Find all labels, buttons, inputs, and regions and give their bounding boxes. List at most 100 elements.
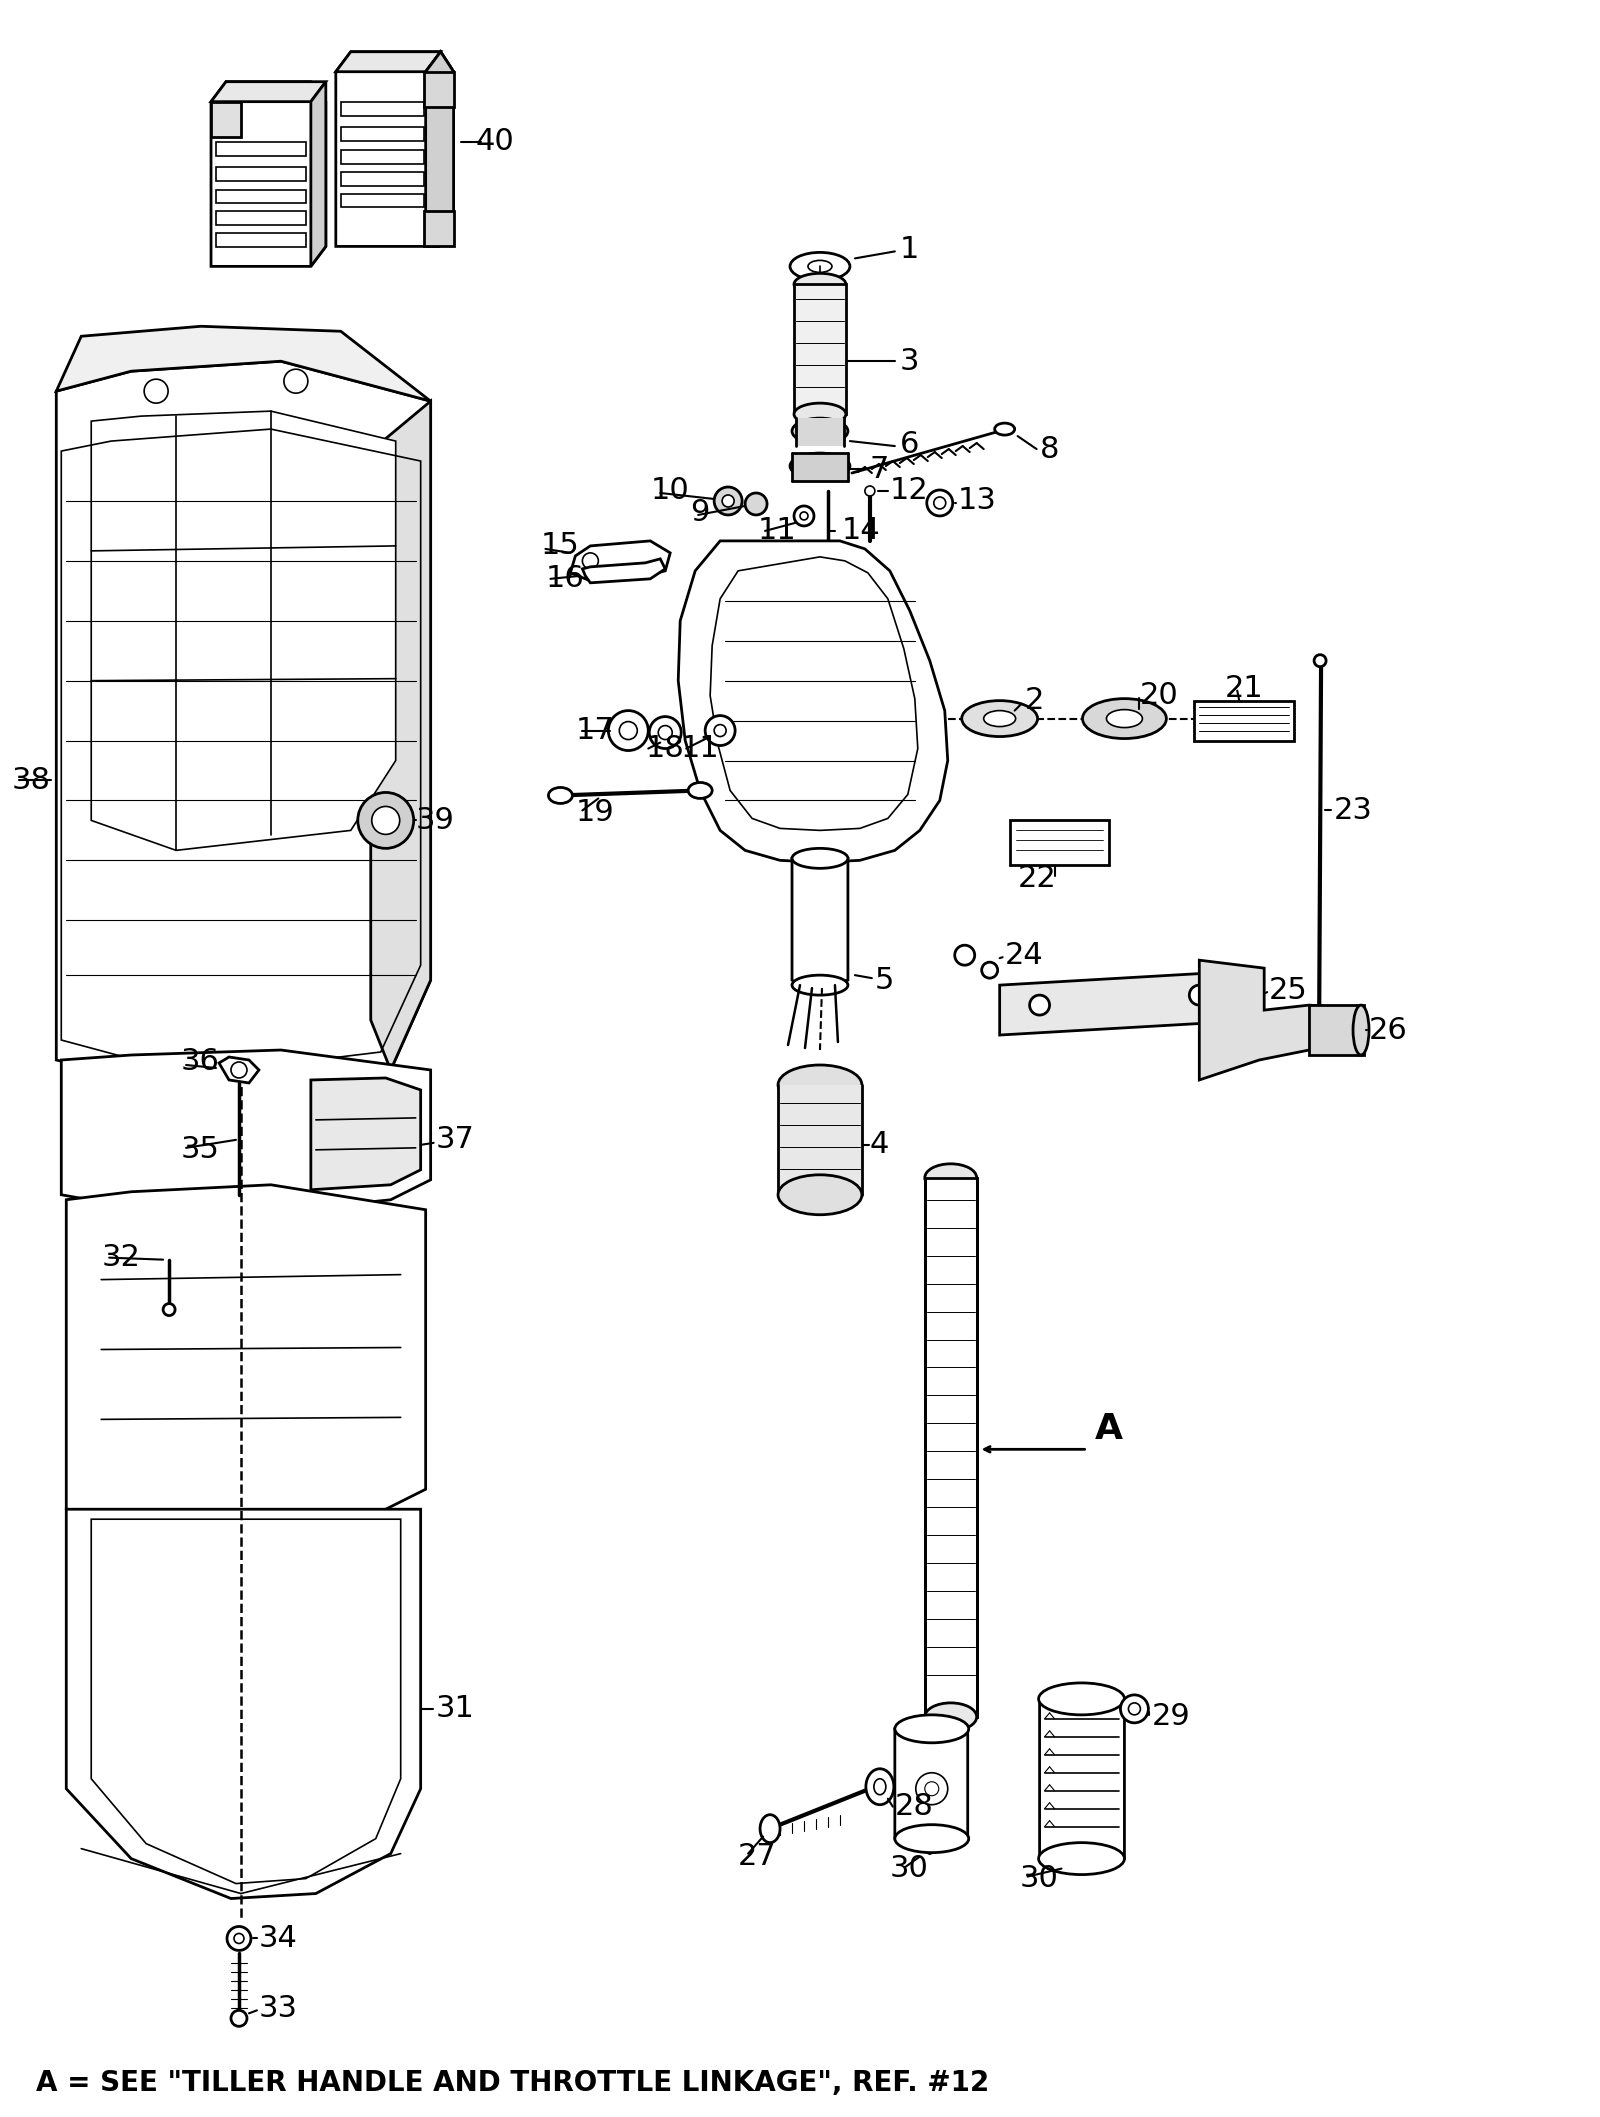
Text: 9: 9	[690, 497, 709, 527]
Text: 23: 23	[1334, 796, 1373, 826]
Ellipse shape	[982, 961, 998, 978]
Ellipse shape	[790, 252, 850, 279]
Polygon shape	[336, 51, 440, 72]
Polygon shape	[219, 1056, 259, 1084]
Ellipse shape	[1189, 984, 1210, 1006]
Ellipse shape	[984, 711, 1016, 726]
Ellipse shape	[760, 1814, 781, 1842]
Text: 6: 6	[899, 430, 920, 459]
Text: 16: 16	[546, 565, 584, 593]
Polygon shape	[341, 127, 424, 140]
Polygon shape	[426, 51, 454, 246]
Polygon shape	[426, 51, 454, 91]
Ellipse shape	[144, 379, 168, 402]
Text: 14: 14	[842, 517, 880, 546]
Ellipse shape	[792, 419, 848, 445]
Text: 7: 7	[870, 455, 890, 483]
Text: 21: 21	[1224, 673, 1262, 703]
Ellipse shape	[792, 976, 848, 995]
Polygon shape	[1040, 1687, 1125, 1869]
Text: 12: 12	[890, 476, 928, 506]
Polygon shape	[341, 171, 424, 186]
Text: 31: 31	[435, 1694, 475, 1723]
Polygon shape	[424, 72, 454, 106]
Polygon shape	[216, 142, 306, 155]
Ellipse shape	[925, 1164, 976, 1192]
Polygon shape	[91, 411, 395, 851]
Polygon shape	[1200, 961, 1358, 1080]
Ellipse shape	[358, 792, 414, 849]
Ellipse shape	[792, 849, 848, 868]
Ellipse shape	[874, 1778, 886, 1795]
Ellipse shape	[934, 497, 946, 508]
Polygon shape	[56, 362, 430, 1094]
Text: 2: 2	[1024, 686, 1043, 716]
Polygon shape	[678, 542, 947, 862]
Text: 28: 28	[894, 1793, 934, 1821]
Ellipse shape	[794, 506, 814, 525]
Text: 40: 40	[475, 127, 514, 157]
Polygon shape	[1309, 1006, 1365, 1054]
Ellipse shape	[1315, 1025, 1325, 1035]
Ellipse shape	[582, 553, 598, 569]
Polygon shape	[310, 83, 326, 267]
Text: 18: 18	[645, 735, 685, 762]
Polygon shape	[341, 150, 424, 163]
Text: 32: 32	[101, 1243, 141, 1272]
Polygon shape	[211, 83, 326, 267]
Ellipse shape	[371, 807, 400, 834]
Ellipse shape	[962, 701, 1037, 737]
Ellipse shape	[894, 1715, 968, 1742]
Ellipse shape	[794, 273, 846, 296]
Ellipse shape	[1128, 1702, 1141, 1715]
Ellipse shape	[619, 722, 637, 739]
Text: 39: 39	[416, 807, 454, 834]
Ellipse shape	[894, 1825, 968, 1852]
Polygon shape	[211, 83, 326, 102]
Polygon shape	[582, 559, 666, 582]
Text: 4: 4	[870, 1130, 890, 1160]
Text: 37: 37	[435, 1126, 475, 1154]
Polygon shape	[1194, 701, 1294, 741]
Ellipse shape	[227, 1926, 251, 1950]
Ellipse shape	[925, 1783, 939, 1795]
Ellipse shape	[778, 1065, 862, 1105]
Text: 5: 5	[875, 965, 894, 995]
Text: 24: 24	[1005, 940, 1043, 970]
Ellipse shape	[608, 711, 648, 752]
Ellipse shape	[658, 726, 672, 739]
Ellipse shape	[1354, 1006, 1370, 1054]
Ellipse shape	[955, 944, 974, 965]
Ellipse shape	[1030, 995, 1050, 1014]
Ellipse shape	[549, 788, 573, 804]
Ellipse shape	[866, 487, 875, 495]
Ellipse shape	[688, 783, 712, 798]
Ellipse shape	[803, 423, 835, 438]
Text: 35: 35	[181, 1135, 219, 1164]
Ellipse shape	[746, 493, 766, 514]
Text: 13: 13	[958, 487, 997, 514]
Polygon shape	[1010, 821, 1109, 866]
Polygon shape	[1000, 970, 1259, 1035]
Ellipse shape	[995, 423, 1014, 436]
Polygon shape	[310, 1078, 421, 1190]
Text: 20: 20	[1139, 682, 1178, 709]
Polygon shape	[216, 167, 306, 180]
Ellipse shape	[1120, 1696, 1149, 1723]
Text: 19: 19	[576, 798, 614, 828]
Text: 36: 36	[181, 1048, 219, 1075]
Text: 15: 15	[541, 531, 579, 561]
Text: A = SEE "TILLER HANDLE AND THROTTLE LINKAGE", REF. #12: A = SEE "TILLER HANDLE AND THROTTLE LINK…	[37, 2068, 989, 2098]
Ellipse shape	[925, 1702, 976, 1732]
Ellipse shape	[230, 1063, 246, 1078]
Polygon shape	[371, 400, 430, 1069]
Polygon shape	[341, 102, 424, 116]
Text: 27: 27	[738, 1842, 778, 1871]
Ellipse shape	[722, 495, 734, 506]
Bar	[778, 1084, 862, 1194]
Ellipse shape	[808, 260, 832, 273]
Polygon shape	[341, 193, 424, 207]
Text: 30: 30	[890, 1854, 928, 1884]
Bar	[792, 453, 848, 481]
Polygon shape	[216, 233, 306, 248]
